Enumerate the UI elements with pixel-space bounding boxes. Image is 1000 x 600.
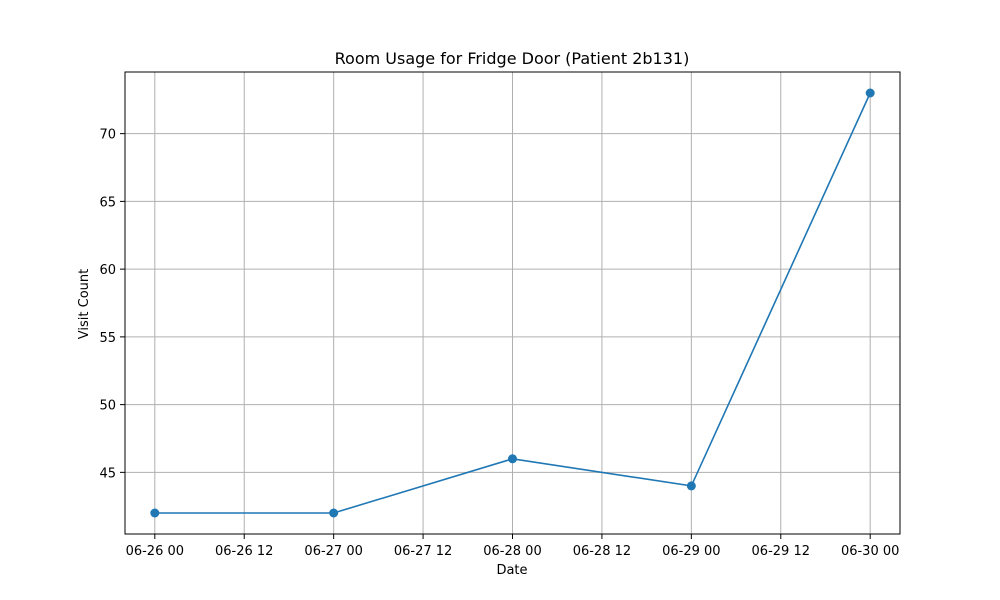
y-axis-title: Visit Count: [77, 269, 92, 339]
x-tick-label: 06-28 12: [573, 544, 631, 559]
data-point: [686, 481, 696, 491]
data-point: [508, 454, 517, 464]
y-tick-label: 55: [99, 331, 116, 346]
x-tick-label: 06-27 12: [394, 544, 452, 559]
data-point: [329, 508, 339, 518]
gridlines: [125, 72, 900, 534]
data-point: [865, 88, 875, 98]
x-tick-label: 06-27 00: [304, 544, 362, 559]
data-point: [150, 508, 160, 518]
x-tick-label: 06-28 00: [483, 544, 541, 559]
x-tick-label: 06-29 00: [662, 544, 720, 559]
y-tick-label: 45: [99, 466, 116, 481]
x-tick-label: 06-26 12: [215, 544, 273, 559]
x-tick-label: 06-29 12: [752, 544, 810, 559]
x-tick-label: 06-26 00: [126, 544, 184, 559]
x-tick-label: 06-30 00: [841, 544, 899, 559]
y-tick-label: 60: [99, 263, 116, 278]
chart-title: Room Usage for Fridge Door (Patient 2b13…: [335, 49, 690, 68]
y-tick-label: 70: [99, 128, 116, 143]
x-axis-title: Date: [496, 563, 527, 578]
y-tick-label: 50: [99, 399, 116, 414]
y-tick-label: 65: [99, 195, 116, 210]
